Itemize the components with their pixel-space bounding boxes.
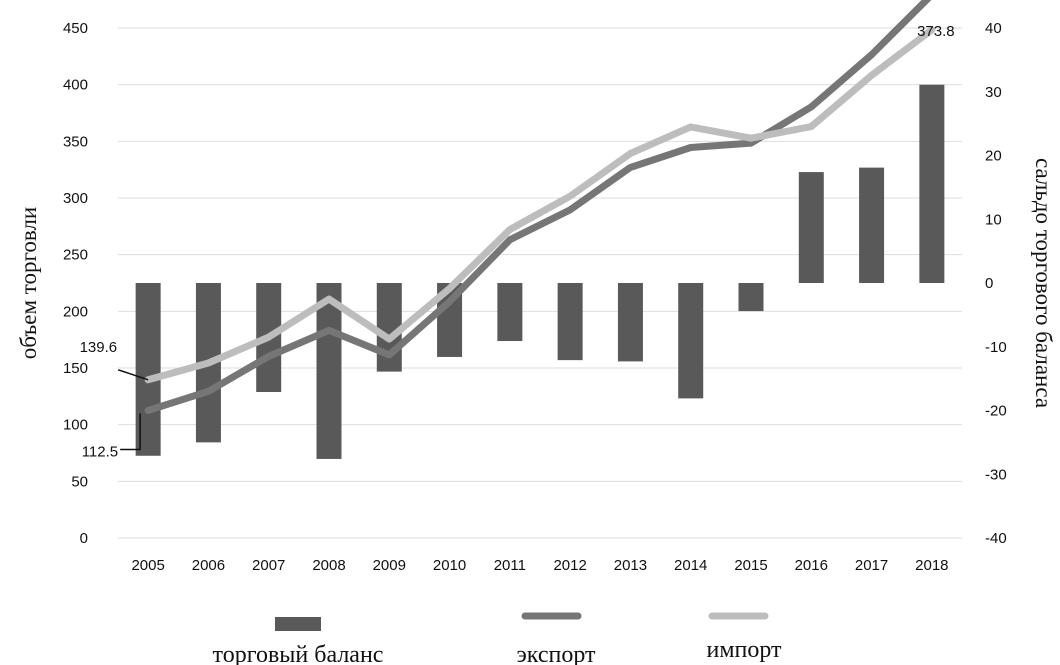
bar-trade-balance bbox=[859, 167, 885, 283]
data-label: 373.8 bbox=[917, 23, 955, 40]
right-tick-label: 30 bbox=[985, 84, 1002, 101]
left-tick-label: 250 bbox=[63, 247, 88, 264]
x-tick-label: 2010 bbox=[433, 557, 466, 574]
right-tick-label: -40 bbox=[985, 530, 1007, 547]
right-tick-label: -30 bbox=[985, 466, 1007, 483]
x-tick-label: 2005 bbox=[131, 557, 164, 574]
lines-layer bbox=[144, 0, 936, 414]
x-tick-label: 2016 bbox=[795, 557, 828, 574]
left-axis-title: объем торговли bbox=[16, 207, 41, 360]
legend: торговый баланс экспорт импорт bbox=[213, 612, 782, 665]
bar-trade-balance bbox=[617, 283, 643, 362]
right-tick-label: 0 bbox=[985, 275, 993, 292]
line-import bbox=[144, 26, 936, 384]
right-tick-label: 10 bbox=[985, 211, 1002, 228]
data-label: 139.6 bbox=[80, 339, 118, 356]
left-tick-label: 0 bbox=[80, 530, 88, 547]
legend-label-import: импорт bbox=[706, 637, 782, 663]
left-tick-label: 200 bbox=[63, 303, 88, 320]
right-tick-label: -20 bbox=[985, 403, 1007, 420]
tick-labels: 0 50 100 150 200 250 300 350 400 450 -40 -30 -20 -10 0… bbox=[63, 20, 1007, 574]
left-tick-label: 150 bbox=[63, 360, 88, 377]
left-tick-label: 100 bbox=[63, 417, 88, 434]
left-tick-label: 400 bbox=[63, 77, 88, 94]
x-tick-label: 2011 bbox=[494, 557, 526, 574]
bar-trade-balance bbox=[678, 283, 704, 399]
bar-trade-balance bbox=[316, 283, 342, 459]
line-export bbox=[144, 0, 932, 414]
right-tick-label: 20 bbox=[985, 148, 1002, 165]
legend-label-export: экспорт bbox=[516, 642, 596, 665]
right-tick-label: -10 bbox=[985, 339, 1007, 356]
x-tick-label: 2006 bbox=[192, 557, 225, 574]
left-tick-label: 350 bbox=[63, 133, 88, 150]
x-tick-label: 2017 bbox=[855, 557, 888, 574]
bar-trade-balance bbox=[557, 283, 583, 361]
x-tick-label: 2013 bbox=[614, 557, 647, 574]
x-tick-label: 2012 bbox=[553, 557, 586, 574]
x-tick-label: 2008 bbox=[312, 557, 345, 574]
bar-trade-balance bbox=[798, 172, 824, 283]
right-axis-title: сальдо торгового баланса bbox=[1031, 158, 1056, 408]
right-tick-label: 40 bbox=[985, 20, 1002, 37]
x-tick-label: 2018 bbox=[915, 557, 948, 574]
left-tick-label: 300 bbox=[63, 190, 88, 207]
bar-trade-balance bbox=[919, 84, 945, 283]
legend-label-trade-balance: торговый баланс bbox=[213, 642, 384, 665]
bar-trade-balance bbox=[497, 283, 523, 342]
leader-line bbox=[120, 413, 141, 451]
left-tick-label: 50 bbox=[71, 473, 88, 490]
x-tick-label: 2015 bbox=[734, 557, 767, 574]
x-tick-label: 2014 bbox=[674, 557, 707, 574]
data-label: 112.5 bbox=[82, 444, 118, 461]
x-tick-label: 2009 bbox=[373, 557, 406, 574]
legend-swatch-trade-balance bbox=[275, 617, 321, 631]
x-tick-label: 2007 bbox=[252, 557, 285, 574]
leader-line bbox=[117, 369, 149, 381]
left-tick-label: 450 bbox=[63, 20, 88, 37]
bar-trade-balance bbox=[738, 283, 764, 312]
